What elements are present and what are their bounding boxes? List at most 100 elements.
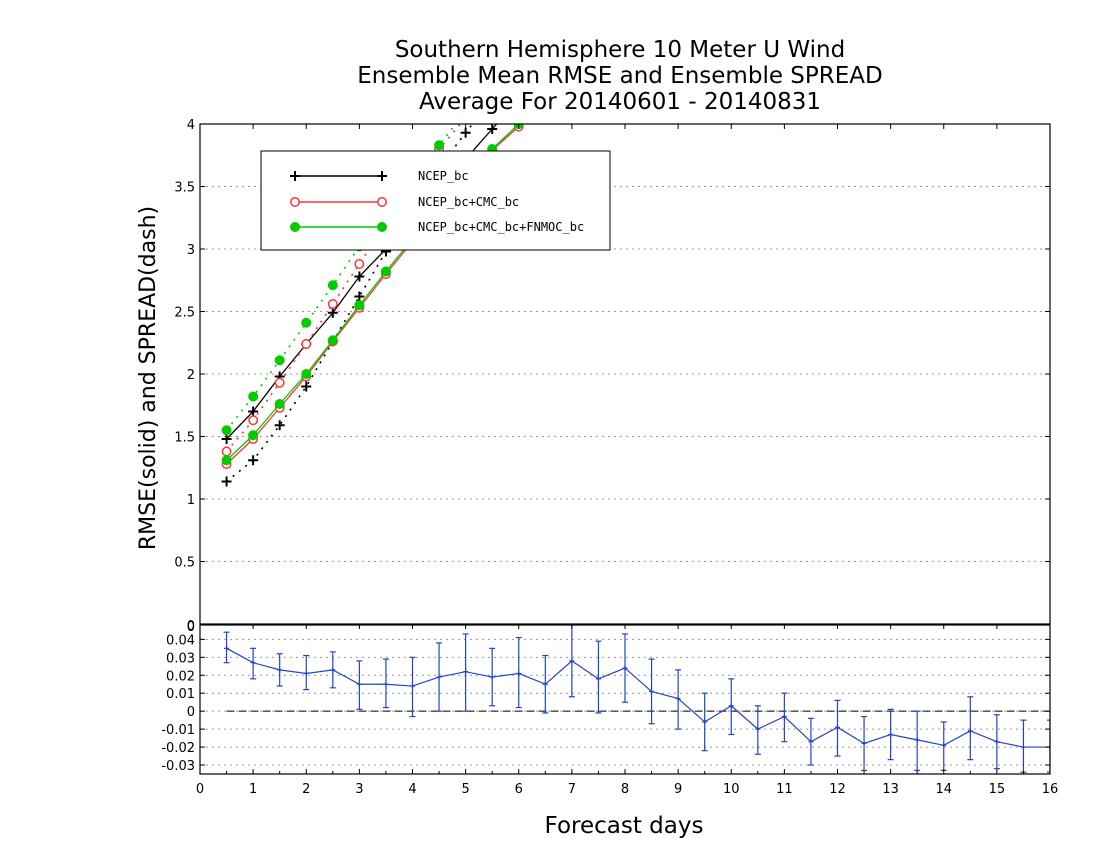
series-1-rmse-point <box>221 434 232 444</box>
top-y-tick-label: 3 <box>187 243 195 258</box>
legend-label-3: NCEP_bc+CMC_bc+FNMOC_bc <box>418 220 584 234</box>
series-3-rmse-point <box>354 300 365 311</box>
difference-point <box>861 740 867 746</box>
bottom-y-tick-label: 0.03 <box>166 651 195 666</box>
legend-marker-left-3 <box>290 222 300 232</box>
series-3-rmse-point <box>248 430 259 441</box>
difference-point <box>542 681 548 687</box>
chart-title-line-1: Southern Hemisphere 10 Meter U Wind <box>395 37 845 63</box>
series-2-spread-point <box>327 299 338 309</box>
series-3-spread-point <box>274 355 285 366</box>
legend-label-2: NCEP_bc+CMC_bc <box>418 195 519 209</box>
difference-point <box>914 737 920 743</box>
difference-point <box>622 665 628 671</box>
x-tick-label: 4 <box>408 782 416 797</box>
legend-box <box>260 150 611 251</box>
series-1-rmse-point <box>248 406 259 417</box>
x-tick-label: 2 <box>302 782 310 797</box>
series-2-spread-point <box>354 259 365 269</box>
x-tick-label: 10 <box>723 782 740 797</box>
difference-point <box>755 726 761 732</box>
difference-point <box>330 667 336 673</box>
top-y-tick-label: 3.5 <box>174 181 195 196</box>
difference-point <box>1020 744 1026 750</box>
difference-point <box>595 676 601 682</box>
top-y-tick-label: 4 <box>187 118 195 133</box>
difference-point <box>781 714 787 720</box>
series-1-rmse-point <box>327 307 338 318</box>
series-1-rmse-point <box>487 124 498 134</box>
legend-marker-left-1 <box>290 171 300 181</box>
series-1-spread-point <box>221 476 232 487</box>
legend-marker-right-2 <box>377 197 387 207</box>
series-2-spread-point <box>248 415 259 426</box>
x-tick-label: 12 <box>829 782 846 797</box>
series-1-spread-point <box>274 420 285 431</box>
top-y-tick-label: 1.5 <box>174 431 195 446</box>
series-3-spread-point <box>541 13 550 22</box>
chart-title-line-2: Ensemble Mean RMSE and Ensemble SPREAD <box>357 63 882 89</box>
top-y-tick-label: 2 <box>187 368 195 383</box>
bottom-y-tick-label: -0.03 <box>161 759 195 774</box>
x-tick-label: 14 <box>935 782 952 797</box>
series-3-rmse-point <box>380 266 391 277</box>
difference-point <box>383 681 389 687</box>
top-y-tick-label: 1 <box>187 493 195 508</box>
x-tick-label: 1 <box>249 782 257 797</box>
difference-point <box>489 674 495 680</box>
bottom-panel-top-label: 0 <box>187 619 195 634</box>
difference-point <box>649 688 655 694</box>
series-1-spread-point <box>301 381 312 392</box>
difference-point <box>516 670 522 676</box>
bottom-y-tick-label: 0.04 <box>166 633 195 648</box>
series-3-spread-point <box>248 391 259 402</box>
x-tick-label: 5 <box>461 782 469 797</box>
series-3-spread-point <box>221 425 232 436</box>
legend-marker-right-1 <box>377 171 387 181</box>
series-3-rmse-point <box>301 369 312 379</box>
series-2-spread-point <box>274 377 285 388</box>
bottom-y-tick-label: 0.01 <box>166 687 195 702</box>
bottom-y-tick-label: 0.02 <box>166 669 195 684</box>
x-tick-label: 6 <box>515 782 523 797</box>
x-tick-label: 13 <box>882 782 899 797</box>
top-y-tick-label: 2.5 <box>174 306 195 321</box>
difference-point <box>967 728 973 734</box>
series-1-spread-point <box>460 127 471 138</box>
chart-title-line-3: Average For 20140601 - 20140831 <box>419 89 821 115</box>
series-2-spread-point <box>221 446 232 457</box>
series-1-spread-point <box>248 455 259 466</box>
series-3-spread-point <box>434 140 445 151</box>
top-y-tick-label: 0 <box>187 620 195 635</box>
series-2-spread-point <box>541 20 549 28</box>
x-tick-label: 8 <box>621 782 629 797</box>
difference-point <box>356 681 362 687</box>
difference-point <box>277 667 283 673</box>
difference-point <box>994 739 1000 745</box>
difference-point <box>436 674 442 680</box>
difference-point <box>888 732 894 738</box>
x-tick-label: 3 <box>355 782 363 797</box>
legend-label-1: NCEP_bc <box>418 169 469 183</box>
difference-line <box>226 647 1050 748</box>
difference-point <box>835 724 840 730</box>
series-1-rmse-point <box>354 271 365 282</box>
bottom-y-tick-label: -0.02 <box>161 741 195 756</box>
x-tick-label: 16 <box>1042 782 1059 797</box>
series-1-spread-point <box>354 291 365 302</box>
x-tick-label: 11 <box>776 782 793 797</box>
x-axis-label: Forecast days <box>545 813 704 839</box>
difference-point <box>941 742 947 748</box>
top-y-tick-label: 0.5 <box>174 556 195 571</box>
series-3-spread-point <box>327 280 338 291</box>
difference-point <box>224 645 230 651</box>
difference-point <box>808 739 814 745</box>
legend-marker-left-2 <box>290 197 300 207</box>
series-3-spread-point <box>301 317 312 328</box>
series-2-spread-point <box>301 339 312 349</box>
y-axis-label: RMSE(solid) and SPREAD(dash) <box>136 206 161 550</box>
bottom-y-tick-label: -0.01 <box>161 723 195 738</box>
difference-point <box>702 719 708 725</box>
legend-marker-right-3 <box>377 222 387 232</box>
